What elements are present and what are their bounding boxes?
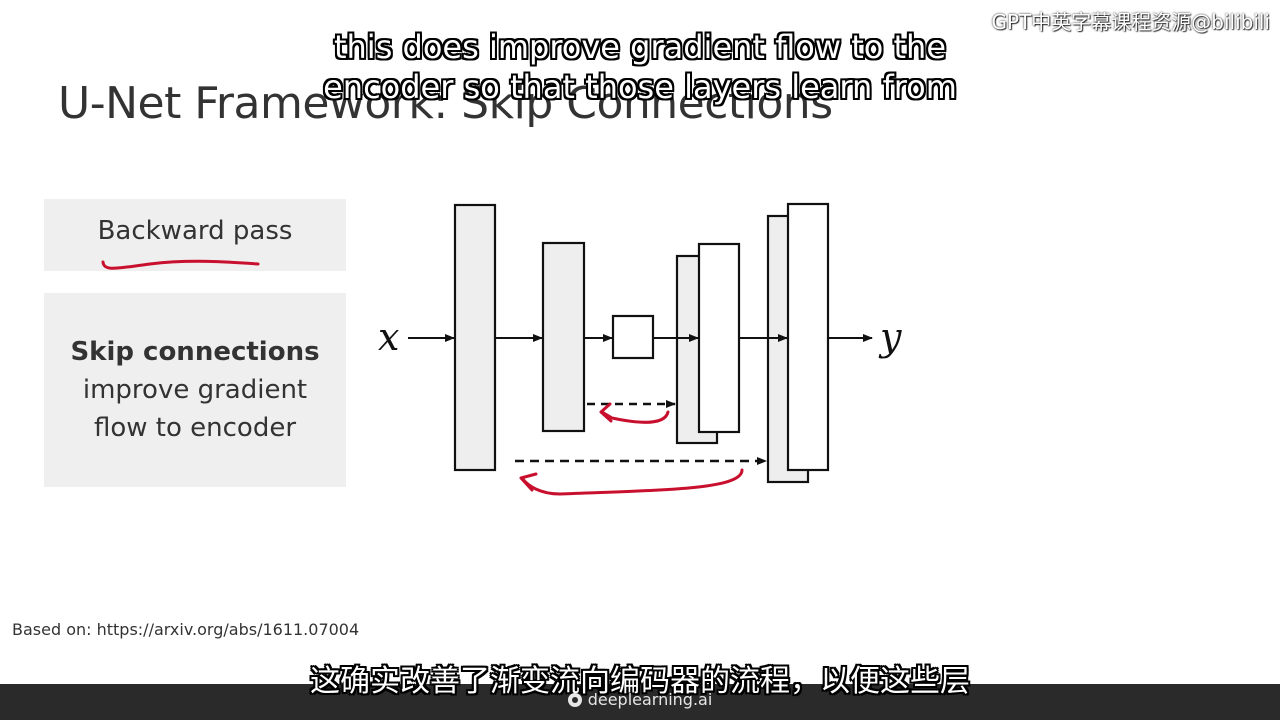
source-citation: Based on: https://arxiv.org/abs/1611.070… [12, 620, 360, 639]
decoder-block-2-front [786, 202, 830, 472]
backward-pass-label: Backward pass [97, 216, 293, 246]
skip-connections-line2: improve gradient [82, 375, 308, 405]
backward-pass-underline [101, 259, 260, 270]
output-label-y: y [878, 315, 902, 359]
backward-pass-card: Backward pass [44, 199, 346, 271]
gradient-arrow-inner-head [599, 402, 613, 423]
bottleneck-block [611, 314, 655, 360]
subtitle-english-line1: this does improve gradient flow to the [333, 28, 947, 66]
decoder-block-1-front [697, 242, 741, 434]
skip-connections-heading: Skip connections [70, 337, 320, 367]
gradient-arrow-outer-head [519, 472, 538, 492]
bottom-bar [0, 684, 1280, 720]
gradient-arrow-outer [520, 468, 744, 496]
subtitle-chinese: 这确实改善了渐变流向编码器的流程，以便这些层 [310, 664, 970, 699]
input-label-x: x [378, 315, 399, 359]
skip-connections-card: Skip connections improve gradient flow t… [44, 293, 346, 487]
watermark: GPT中英字幕课程资源@bilibili [991, 10, 1270, 34]
deeplearning-logo-icon [567, 693, 582, 707]
skip-connections-line3: flow to encoder [93, 413, 297, 443]
gradient-arrow-inner [600, 410, 670, 424]
subtitle-english-line2: encoder so that those layers learn from [323, 68, 957, 106]
encoder-block-2 [541, 241, 586, 433]
encoder-block-1 [453, 203, 497, 472]
brand-label: deeplearning.ai [587, 690, 713, 709]
slide-title: U-Net Framework: Skip Connections [58, 78, 833, 129]
brand-footer: deeplearning.ai [0, 690, 1280, 709]
